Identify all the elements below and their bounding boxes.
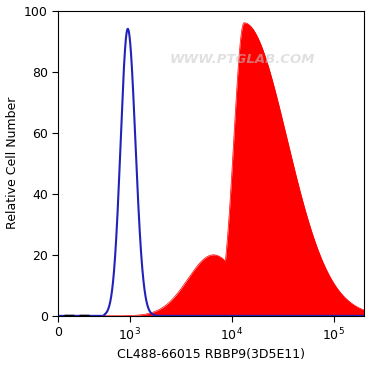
Y-axis label: Relative Cell Number: Relative Cell Number xyxy=(6,97,18,229)
Text: WWW.PTGLAB.COM: WWW.PTGLAB.COM xyxy=(169,53,315,66)
X-axis label: CL488-66015 RBBP9(3D5E11): CL488-66015 RBBP9(3D5E11) xyxy=(117,348,305,361)
